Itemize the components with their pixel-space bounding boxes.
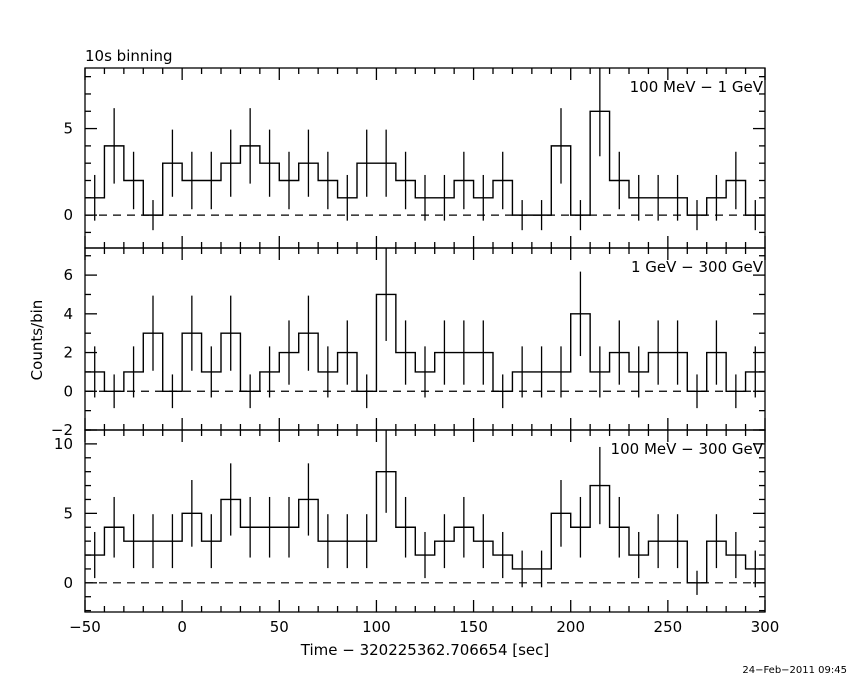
y-tick-label: −2 — [51, 421, 73, 439]
panel-energy-label: 100 MeV − 1 GeV — [630, 78, 764, 96]
y-tick-label: 5 — [63, 120, 73, 138]
panel-energy-label: 1 GeV − 300 GeV — [631, 258, 764, 276]
x-tick-label: 50 — [270, 618, 289, 636]
y-axis-label: Counts/bin — [28, 300, 46, 381]
histogram-steps — [85, 293, 765, 392]
y-tick-label: 2 — [63, 344, 73, 362]
x-tick-label: 0 — [177, 618, 187, 636]
x-tick-label: 300 — [751, 618, 780, 636]
y-tick-label: 0 — [63, 574, 73, 592]
panel-energy-label: 100 MeV − 300 GeV — [611, 440, 764, 458]
timestamp: 24−Feb−2011 09:45 — [742, 665, 847, 676]
y-tick-label: 5 — [63, 504, 73, 522]
panel-frame — [84, 429, 766, 613]
y-tick-label: 10 — [54, 435, 73, 453]
x-tick-label: 100 — [362, 618, 391, 636]
y-tick-label: 0 — [63, 206, 73, 224]
x-axis-label: Time − 320225362.706654 [sec] — [300, 641, 550, 659]
chart-title: 10s binning — [85, 47, 173, 65]
x-tick-label: 200 — [556, 618, 585, 636]
y-tick-label: 6 — [63, 266, 73, 284]
y-tick-label: 4 — [63, 305, 73, 323]
x-tick-label: 250 — [654, 618, 683, 636]
x-tick-label: −50 — [69, 618, 101, 636]
x-tick-label: 150 — [459, 618, 488, 636]
y-tick-label: 0 — [63, 382, 73, 400]
